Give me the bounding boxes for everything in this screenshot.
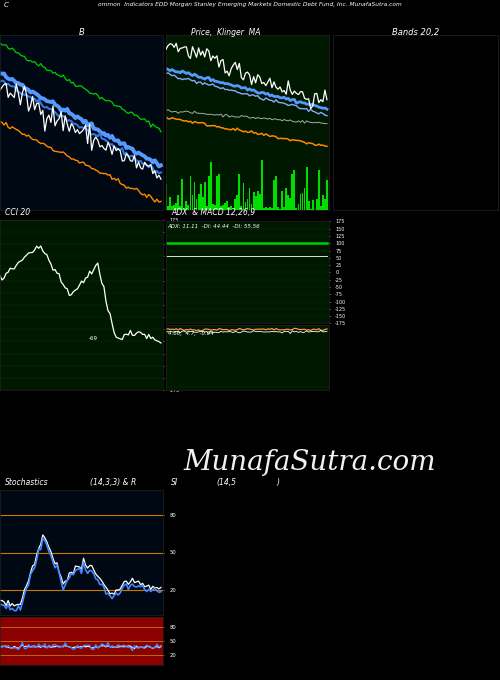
Bar xyxy=(167,206,169,210)
Bar xyxy=(236,194,238,210)
Bar xyxy=(202,197,203,210)
Bar xyxy=(208,176,210,210)
Text: Price,  Klinger  MA: Price, Klinger MA xyxy=(191,28,260,37)
Bar xyxy=(316,199,318,210)
Bar xyxy=(273,180,275,210)
Bar xyxy=(263,208,264,210)
Bar xyxy=(259,194,260,210)
Bar xyxy=(252,192,254,210)
Bar xyxy=(230,206,232,210)
Bar xyxy=(281,191,283,210)
Bar xyxy=(294,170,296,210)
Bar xyxy=(300,194,302,210)
Text: ADX  & MACD 12,26,9: ADX & MACD 12,26,9 xyxy=(171,208,255,217)
Bar xyxy=(165,184,167,210)
Bar xyxy=(304,188,306,210)
Text: SI: SI xyxy=(171,478,178,487)
Bar xyxy=(206,206,208,210)
Bar xyxy=(200,184,202,210)
Bar xyxy=(250,204,252,210)
Bar xyxy=(228,207,230,210)
Bar xyxy=(298,205,300,210)
Bar xyxy=(234,199,236,210)
Bar xyxy=(275,176,277,210)
Text: Bands 20,2: Bands 20,2 xyxy=(392,28,439,37)
Bar xyxy=(254,196,256,210)
Bar xyxy=(214,205,216,210)
Bar xyxy=(182,179,183,210)
Bar xyxy=(220,207,222,210)
Bar xyxy=(288,195,289,210)
Bar xyxy=(178,195,179,210)
Bar xyxy=(222,205,224,210)
Bar xyxy=(302,193,304,210)
Bar xyxy=(279,209,281,210)
Bar xyxy=(190,175,192,210)
Text: C: C xyxy=(4,2,9,8)
Text: ommon  Indicators EDD Morgan Stanley Emerging Markets Domestic Debt Fund, Inc. M: ommon Indicators EDD Morgan Stanley Emer… xyxy=(98,2,402,7)
Bar xyxy=(306,167,308,210)
Text: B: B xyxy=(78,28,84,37)
Text: ): ) xyxy=(276,478,279,487)
Bar xyxy=(324,199,326,210)
Bar xyxy=(257,190,258,210)
Bar xyxy=(224,203,226,210)
Bar xyxy=(265,207,267,210)
Bar xyxy=(261,160,262,210)
Bar xyxy=(180,206,181,210)
Bar xyxy=(326,180,328,210)
Bar xyxy=(176,203,177,210)
Text: CCI 20: CCI 20 xyxy=(5,208,30,217)
Bar xyxy=(244,202,246,210)
Bar xyxy=(308,201,310,210)
Bar xyxy=(192,195,194,210)
Text: (14,5: (14,5 xyxy=(216,478,236,487)
Bar xyxy=(240,206,242,210)
Bar xyxy=(246,199,248,210)
Bar xyxy=(267,208,269,210)
Bar xyxy=(186,201,188,210)
Bar xyxy=(218,173,220,210)
Bar xyxy=(212,204,214,210)
Bar xyxy=(286,188,287,210)
Bar xyxy=(296,208,298,210)
Text: ADX: 11.11  -DI: 44.44  -DI: 55.56: ADX: 11.11 -DI: 44.44 -DI: 55.56 xyxy=(168,224,260,229)
Text: -69: -69 xyxy=(89,336,98,341)
Bar xyxy=(284,207,285,210)
Bar xyxy=(198,194,200,210)
Bar xyxy=(312,200,314,210)
Bar xyxy=(173,205,175,210)
Bar xyxy=(290,198,291,210)
Bar xyxy=(204,182,206,210)
Text: 4.66,  4.7,  -0.04: 4.66, 4.7, -0.04 xyxy=(168,330,214,335)
Bar xyxy=(238,174,240,210)
Bar xyxy=(210,163,212,210)
Bar xyxy=(277,207,279,210)
Text: (14,3,3) & R: (14,3,3) & R xyxy=(90,478,136,487)
Bar xyxy=(194,182,196,210)
Bar xyxy=(248,188,250,210)
Text: MunafaSutra.com: MunafaSutra.com xyxy=(184,449,436,476)
Bar xyxy=(271,208,273,210)
Bar xyxy=(269,207,271,210)
Text: Stochastics: Stochastics xyxy=(5,478,49,487)
Bar xyxy=(171,205,173,210)
Bar xyxy=(292,174,293,210)
Bar xyxy=(196,199,198,210)
Bar xyxy=(320,206,322,210)
Bar xyxy=(318,170,320,210)
Bar xyxy=(169,197,171,210)
Bar xyxy=(322,194,324,210)
Bar xyxy=(188,205,190,210)
Bar xyxy=(226,201,228,210)
Bar xyxy=(184,208,186,210)
Bar xyxy=(310,209,312,210)
Bar xyxy=(242,183,244,210)
Bar xyxy=(216,175,218,210)
